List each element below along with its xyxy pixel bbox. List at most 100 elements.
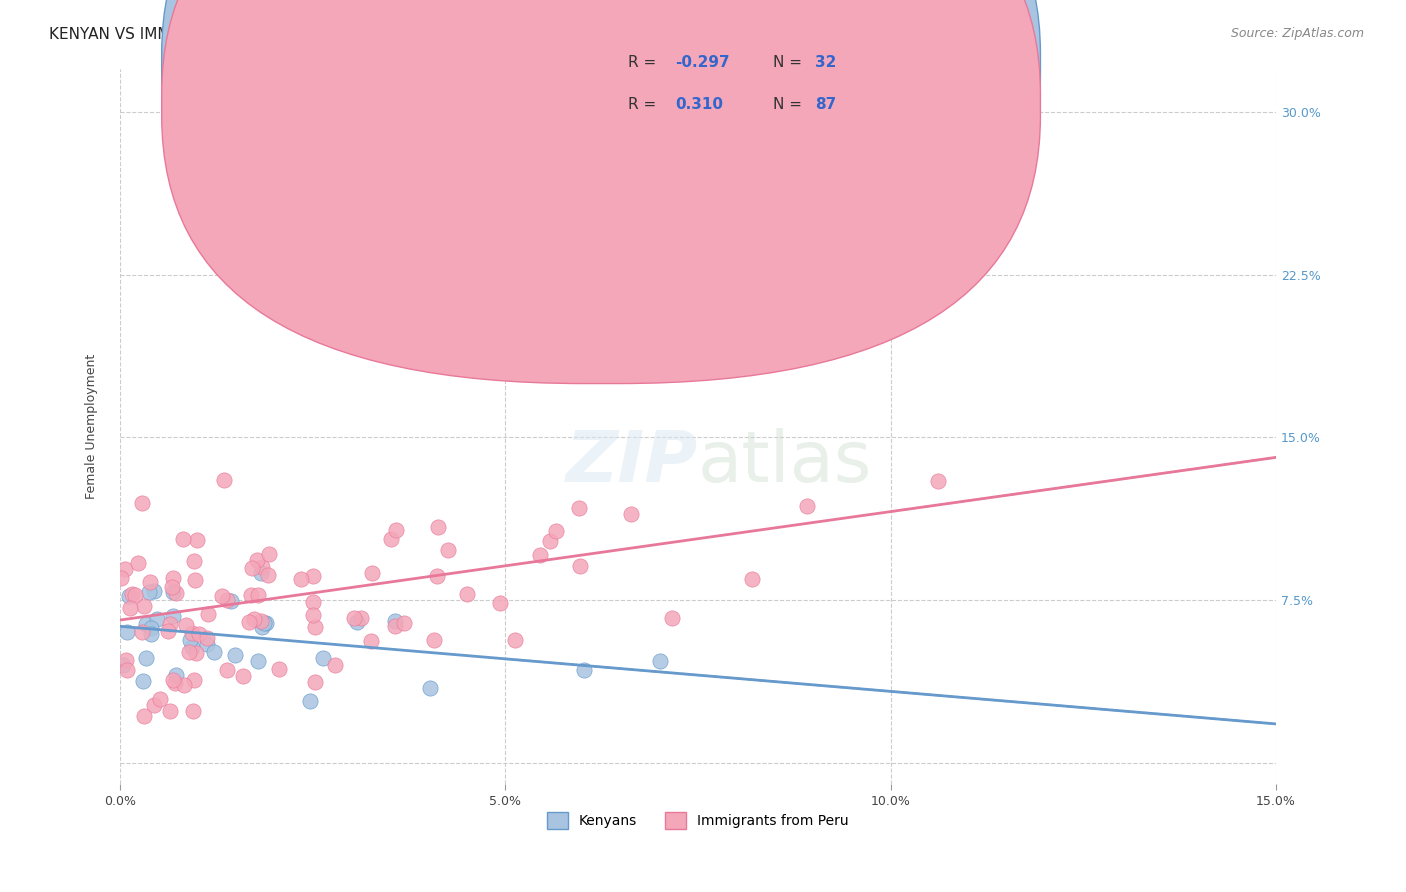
Immigrants from Peru (157, 624, 180, 639)
Kenyans (253, 616, 276, 631)
Kenyans (179, 633, 201, 648)
Immigrants from Peru (131, 495, 153, 509)
Kenyans (112, 658, 135, 673)
Immigrants from Peru (197, 607, 219, 622)
Immigrants from Peru (610, 142, 633, 156)
Immigrants from Peru (238, 615, 260, 630)
Immigrants from Peru (546, 524, 568, 538)
Immigrants from Peru (304, 620, 326, 634)
Kenyans (135, 617, 157, 632)
Immigrants from Peru (232, 668, 254, 682)
Immigrants from Peru (741, 572, 763, 586)
Immigrants from Peru (384, 618, 406, 632)
Immigrants from Peru (538, 534, 561, 549)
Kenyans (219, 594, 242, 608)
Immigrants from Peru (184, 573, 207, 587)
Immigrants from Peru (159, 704, 181, 718)
Immigrants from Peru (131, 625, 153, 640)
Immigrants from Peru (569, 559, 592, 574)
Immigrants from Peru (174, 617, 197, 632)
Immigrants from Peru (118, 600, 141, 615)
Immigrants from Peru (162, 571, 184, 585)
Immigrants from Peru (426, 520, 449, 534)
Kenyans (162, 584, 184, 599)
Immigrants from Peru (139, 574, 162, 589)
Immigrants from Peru (529, 548, 551, 562)
Kenyans (419, 681, 441, 695)
Text: KENYAN VS IMMIGRANTS FROM PERU FEMALE UNEMPLOYMENT CORRELATION CHART: KENYAN VS IMMIGRANTS FROM PERU FEMALE UN… (49, 27, 699, 42)
Text: R =: R = (628, 97, 662, 112)
Kenyans (145, 612, 167, 626)
Immigrants from Peru (360, 633, 382, 648)
Kenyans (312, 651, 335, 665)
Immigrants from Peru (115, 663, 138, 677)
Immigrants from Peru (488, 596, 510, 610)
Kenyans (202, 645, 225, 659)
Immigrants from Peru (184, 646, 207, 660)
Immigrants from Peru (661, 611, 683, 625)
Immigrants from Peru (302, 607, 325, 622)
Kenyans (118, 589, 141, 603)
Immigrants from Peru (127, 556, 149, 570)
Immigrants from Peru (160, 580, 183, 594)
Immigrants from Peru (180, 625, 202, 640)
Kenyans (249, 566, 271, 581)
Text: N =: N = (773, 55, 807, 70)
Immigrants from Peru (426, 568, 449, 582)
Immigrants from Peru (134, 709, 156, 723)
Immigrants from Peru (149, 692, 172, 706)
Immigrants from Peru (437, 542, 460, 557)
Kenyans (132, 673, 155, 688)
Immigrants from Peru (165, 675, 187, 690)
Text: ZIP: ZIP (565, 428, 697, 497)
Text: Source: ZipAtlas.com: Source: ZipAtlas.com (1230, 27, 1364, 40)
Immigrants from Peru (195, 631, 218, 645)
Immigrants from Peru (620, 508, 643, 522)
Immigrants from Peru (186, 533, 208, 547)
Immigrants from Peru (340, 246, 363, 260)
Immigrants from Peru (380, 532, 402, 546)
Kenyans (139, 627, 162, 641)
Kenyans (250, 620, 273, 634)
Text: -0.297: -0.297 (675, 55, 730, 70)
Kenyans (572, 664, 595, 678)
Immigrants from Peru (124, 588, 146, 602)
Immigrants from Peru (249, 615, 271, 629)
Kenyans (143, 584, 166, 599)
Immigrants from Peru (246, 588, 269, 602)
Immigrants from Peru (304, 675, 326, 690)
Immigrants from Peru (267, 662, 290, 676)
Kenyans (224, 648, 246, 662)
Text: atlas: atlas (697, 428, 872, 497)
Kenyans (165, 667, 187, 681)
Immigrants from Peru (252, 559, 274, 574)
Immigrants from Peru (240, 588, 263, 602)
Immigrants from Peru (217, 592, 239, 607)
Text: 32: 32 (815, 55, 837, 70)
Immigrants from Peru (302, 569, 325, 583)
Immigrants from Peru (110, 571, 132, 585)
Immigrants from Peru (183, 673, 205, 687)
Immigrants from Peru (211, 589, 233, 603)
Immigrants from Peru (162, 673, 184, 687)
Immigrants from Peru (257, 547, 280, 561)
Immigrants from Peru (217, 663, 239, 677)
Immigrants from Peru (134, 599, 156, 614)
Immigrants from Peru (173, 677, 195, 691)
Immigrants from Peru (927, 474, 949, 488)
Immigrants from Peru (456, 587, 478, 601)
Immigrants from Peru (360, 566, 382, 580)
Kenyans (195, 637, 218, 651)
Immigrants from Peru (159, 617, 181, 632)
Kenyans (139, 621, 162, 635)
Text: 87: 87 (815, 97, 837, 112)
Immigrants from Peru (343, 611, 366, 625)
Immigrants from Peru (503, 632, 526, 647)
Kenyans (384, 614, 406, 628)
Kenyans (162, 608, 184, 623)
Y-axis label: Female Unemployment: Female Unemployment (86, 354, 98, 500)
Immigrants from Peru (114, 562, 136, 576)
Kenyans (181, 640, 204, 655)
Immigrants from Peru (256, 568, 278, 582)
Immigrants from Peru (568, 501, 591, 516)
